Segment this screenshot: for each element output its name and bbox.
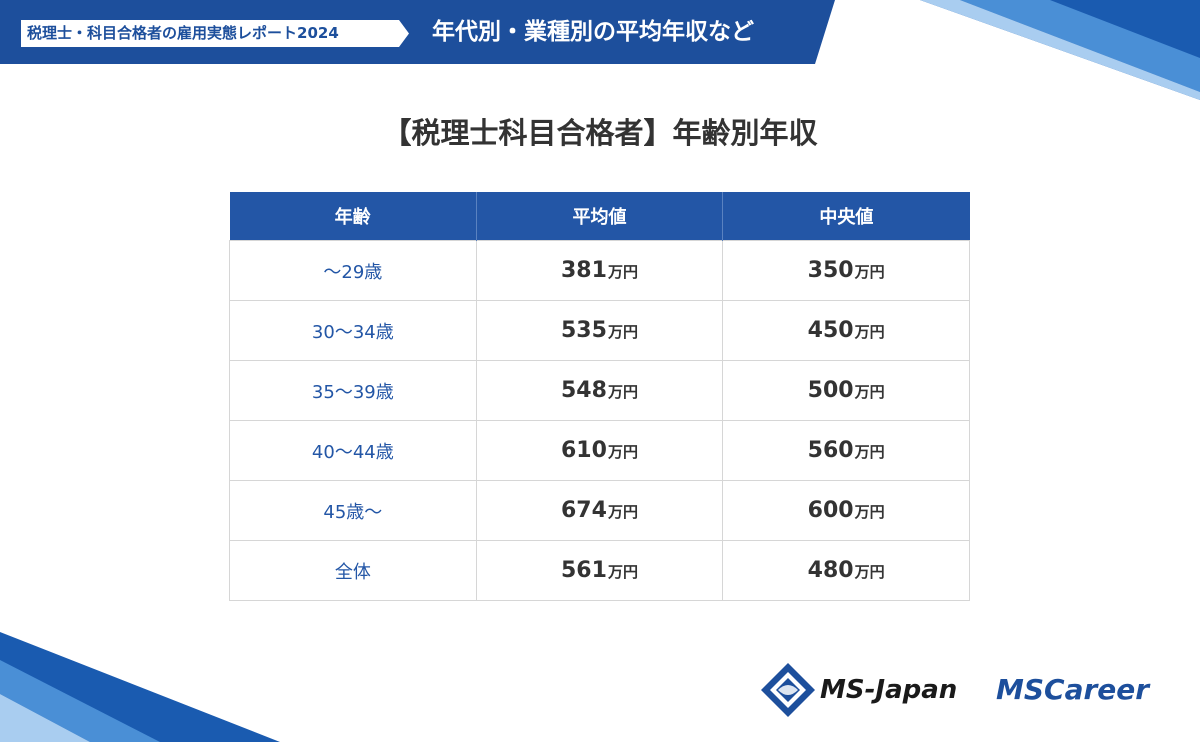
table-header-row: 年齢 平均値 中央値	[229, 192, 970, 241]
average-cell: 674万円	[475, 480, 724, 541]
median-cell-value: 350	[807, 258, 854, 283]
average-cell-value: 674	[561, 498, 607, 523]
average-cell-unit: 万円	[607, 263, 638, 281]
average-cell-unit: 万円	[607, 563, 638, 581]
average-cell-unit: 万円	[607, 443, 638, 461]
ms-career-logo: MSCareer	[996, 673, 1150, 706]
average-cell-value: 561	[561, 558, 607, 583]
median-cell-value: 450	[807, 318, 854, 343]
salary-table: 年齢 平均値 中央値 ～29歳 381万円 350万円 30～34歳 535万円 450万…	[229, 192, 970, 601]
average-cell: 535万円	[475, 300, 724, 361]
table-row: 45歳～ 674万円 600万円	[229, 480, 970, 541]
age-cell: 全体	[229, 540, 477, 601]
average-cell: 610万円	[475, 420, 724, 481]
average-cell-unit: 万円	[607, 383, 638, 401]
table-row: 全体 561万円 480万円	[229, 540, 970, 601]
age-cell: ～29歳	[229, 240, 477, 301]
median-cell-value: 500	[807, 378, 854, 403]
column-header-median: 中央値	[722, 192, 970, 241]
average-cell: 561万円	[475, 540, 724, 601]
age-cell: 40～44歳	[229, 420, 477, 481]
average-cell-value: 381	[561, 258, 607, 283]
ms-japan-diamond-icon	[761, 663, 815, 717]
age-cell: 45歳～	[229, 480, 477, 541]
average-cell-unit: 万円	[607, 503, 638, 521]
median-cell: 600万円	[722, 480, 970, 541]
median-cell-unit: 万円	[854, 503, 885, 521]
median-cell-value: 600	[807, 498, 854, 523]
report-tag	[21, 20, 409, 47]
average-cell-value: 535	[561, 318, 607, 343]
average-cell: 548万円	[475, 360, 724, 421]
table-row: 30～34歳 535万円 450万円	[229, 300, 970, 361]
report-tag-label: 税理士・科目合格者の雇用実態レポート2024	[27, 24, 339, 42]
median-cell: 500万円	[722, 360, 970, 421]
header-title: 年代別・業種別の平均年収など	[432, 19, 754, 45]
ms-japan-wordmark: MS-Japan	[820, 675, 958, 705]
median-cell-value: 560	[807, 438, 854, 463]
table-row: 40～44歳 610万円 560万円	[229, 420, 970, 481]
median-cell-unit: 万円	[854, 263, 885, 281]
ms-japan-logo: MS-Japan	[760, 660, 975, 720]
column-header-average: 平均値	[475, 192, 723, 241]
median-cell-unit: 万円	[854, 383, 885, 401]
table-row: ～29歳 381万円 350万円	[229, 240, 970, 301]
column-header-age: 年齢	[229, 192, 477, 241]
median-cell-unit: 万円	[854, 323, 885, 341]
median-cell-unit: 万円	[854, 563, 885, 581]
average-cell-value: 610	[561, 438, 607, 463]
median-cell: 480万円	[722, 540, 970, 601]
median-cell: 450万円	[722, 300, 970, 361]
table-row: 35～39歳 548万円 500万円	[229, 360, 970, 421]
age-cell: 30～34歳	[229, 300, 477, 361]
median-cell-unit: 万円	[854, 443, 885, 461]
average-cell-unit: 万円	[607, 323, 638, 341]
page-title: 【税理士科目合格者】年齢別年収	[382, 116, 818, 150]
median-cell: 350万円	[722, 240, 970, 301]
age-cell: 35～39歳	[229, 360, 477, 421]
average-cell-value: 548	[561, 378, 607, 403]
median-cell-value: 480	[807, 558, 854, 583]
median-cell: 560万円	[722, 420, 970, 481]
average-cell: 381万円	[475, 240, 724, 301]
